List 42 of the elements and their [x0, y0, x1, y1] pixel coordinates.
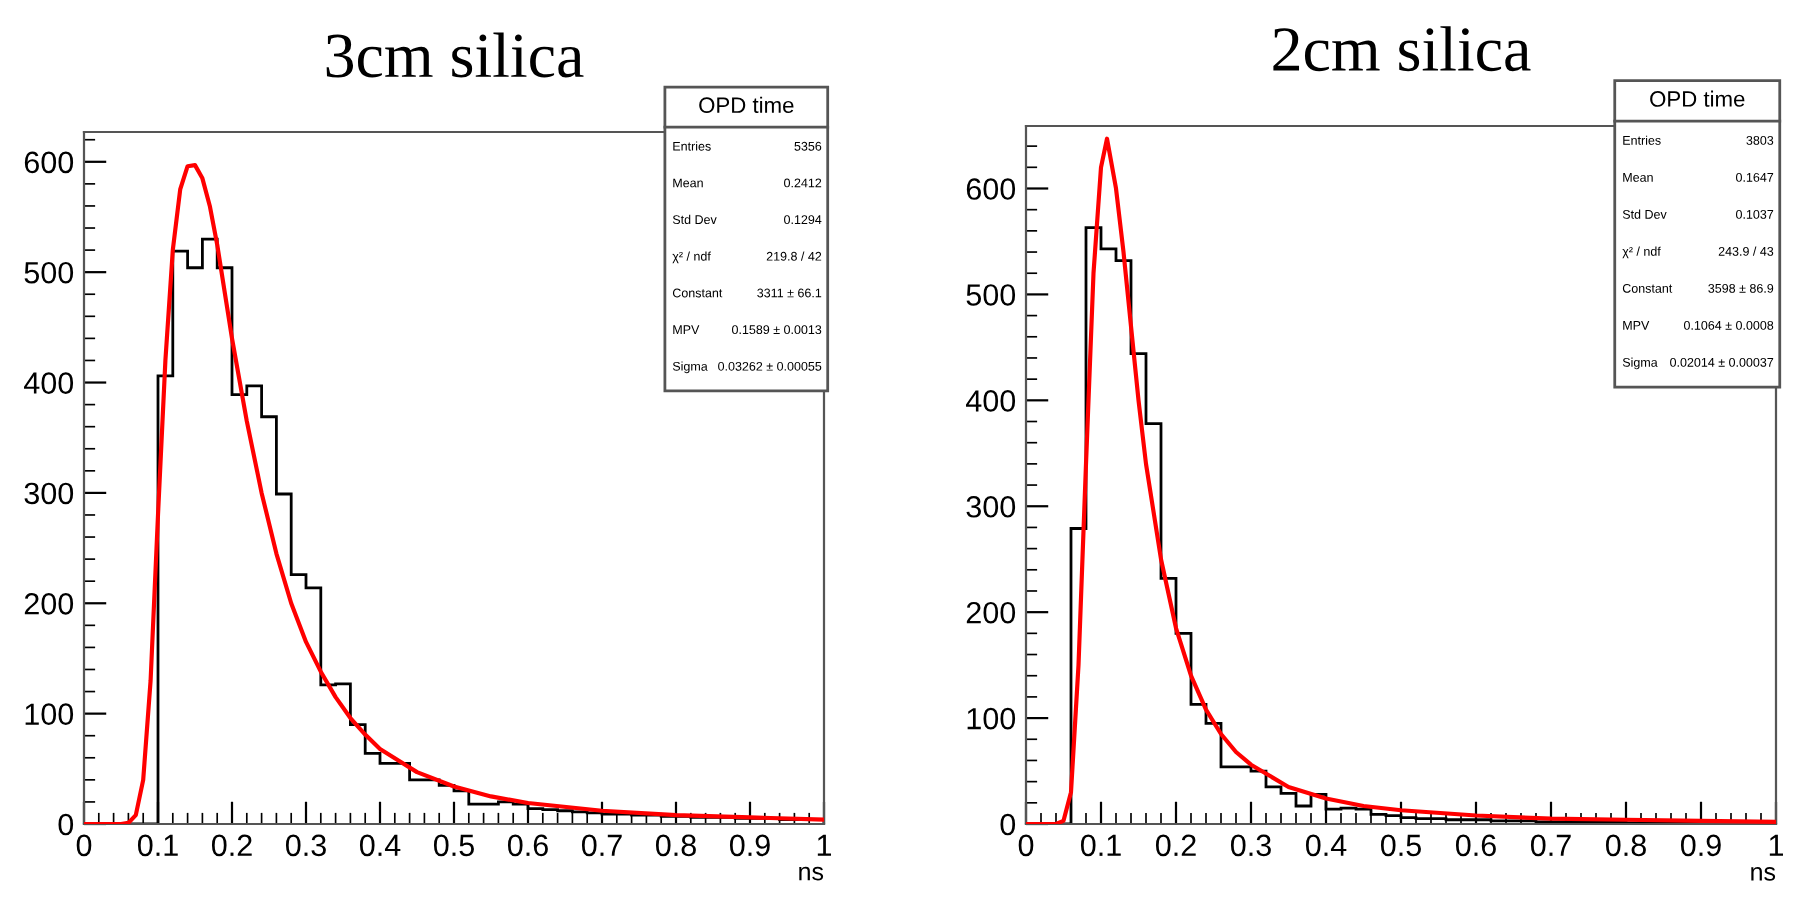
- x-tick-label: 0: [1018, 834, 1034, 857]
- x-tick-label: 1: [817, 834, 832, 856]
- x-tick-label: 0.7: [581, 834, 622, 857]
- y-tick-label: 100: [967, 707, 1016, 730]
- x-tick-label: 0.3: [1230, 834, 1271, 857]
- x-tick-label: 0.8: [1605, 834, 1646, 857]
- y-tick-label: 200: [966, 601, 1016, 624]
- x-tick-label: 0.6: [507, 834, 548, 857]
- y-tick-label: 400: [966, 390, 1016, 412]
- x-tick-label: 0.8: [655, 834, 696, 857]
- y-tick-label: 600: [966, 178, 1016, 200]
- y-tick-label: 300: [24, 482, 74, 505]
- y-tick-label: 100: [25, 703, 74, 726]
- x-tick-label: 1: [1769, 834, 1784, 856]
- x-tick-label: 0.7: [1530, 834, 1571, 857]
- chart-title: 2cm silica: [1273, 26, 1531, 72]
- y-tick-label: 200: [24, 593, 74, 615]
- x-axis-title: ns: [799, 866, 824, 881]
- x-tick-label: 0.1: [137, 834, 178, 857]
- y-tick-label: 0: [58, 813, 74, 836]
- y-tick-label: 300: [966, 495, 1016, 518]
- x-tick-label: 0.6: [1455, 834, 1496, 857]
- x-tick-label: 0.3: [285, 834, 326, 857]
- text: OPD time: [1650, 90, 1745, 107]
- x-axis-title: ns: [1751, 867, 1776, 881]
- y-tick-label: 500: [24, 261, 74, 284]
- x-tick-label: 0.5: [1380, 834, 1421, 857]
- x-tick-label: 0.4: [1305, 834, 1347, 857]
- x-tick-label: 0.1: [1080, 834, 1121, 857]
- x-tick-label: 0.9: [729, 834, 770, 857]
- chart-title: 3cm silica: [326, 32, 584, 78]
- y-tick-label: 400: [24, 372, 74, 394]
- x-tick-label: 0.2: [211, 834, 252, 857]
- y-tick-label: 0: [1000, 813, 1016, 836]
- x-tick-label: 0.5: [433, 834, 474, 857]
- text: OPD time: [699, 96, 794, 114]
- x-tick-label: 0.4: [359, 834, 401, 857]
- y-tick-label: 500: [966, 284, 1016, 306]
- x-tick-label: 0.2: [1155, 834, 1196, 857]
- y-tick-label: 600: [24, 151, 74, 174]
- x-tick-label: 0: [76, 834, 92, 857]
- x-tick-label: 0.9: [1680, 834, 1721, 857]
